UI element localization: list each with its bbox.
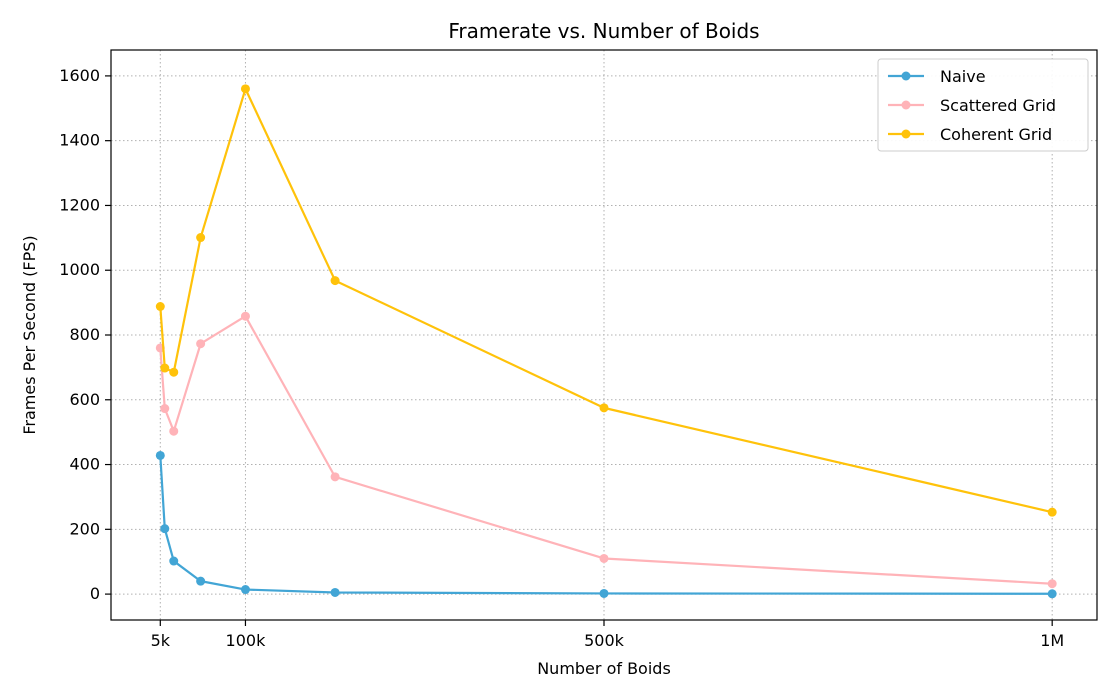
y-tick-label: 1200 [59, 195, 100, 214]
data-point [240, 585, 250, 595]
axis-ticks: 5k 100k 500k 1M 0 200 400 600 800 1000 1200 1400 160… [59, 66, 1064, 650]
data-point [155, 302, 165, 311]
y-tick-label: 1600 [59, 66, 100, 85]
x-tick-label: 5k [151, 631, 171, 650]
series-coherent-grid [155, 84, 1057, 517]
data-point [1047, 589, 1057, 599]
data-point [599, 403, 609, 413]
legend-label: Naive [940, 67, 986, 86]
chart-title: Framerate vs. Number of Boids [448, 19, 759, 43]
y-tick-label: 0 [90, 584, 100, 603]
series-line [159, 454, 1054, 595]
y-tick-label: 600 [69, 390, 100, 409]
x-tick-label: 500k [584, 631, 625, 650]
data-point [196, 233, 206, 243]
data-point [160, 404, 170, 414]
x-axis-label: Number of Boids [537, 659, 671, 678]
x-tick-label: 1M [1040, 631, 1064, 650]
legend-box [877, 58, 1089, 152]
data-point [599, 588, 609, 598]
data-point [196, 339, 206, 349]
data-point [169, 426, 179, 436]
x-tick-label: 100k [226, 631, 267, 650]
data-point [330, 472, 340, 482]
legend-marker [901, 129, 911, 139]
legend-label: Scattered Grid [940, 96, 1056, 115]
data-point [240, 84, 250, 94]
data-point [155, 450, 165, 460]
data-point [169, 556, 179, 566]
grid [111, 50, 1097, 620]
legend-marker [901, 71, 911, 81]
data-point [330, 276, 340, 286]
y-tick-label: 1400 [59, 131, 100, 150]
data-point [160, 363, 170, 373]
series-naive [155, 450, 1057, 599]
legend-label: Coherent Grid [940, 125, 1052, 144]
y-axis-label: Frames Per Second (FPS) [20, 235, 39, 434]
data-point [196, 576, 206, 586]
series-lines [155, 84, 1057, 599]
y-tick-label: 800 [69, 325, 100, 344]
legend: Naive Scattered Grid Coherent Grid [877, 58, 1089, 152]
data-point [1047, 579, 1057, 589]
y-tick-label: 200 [69, 519, 100, 538]
data-point [169, 367, 179, 377]
data-point [160, 524, 170, 534]
data-point [1047, 507, 1057, 517]
data-point [599, 553, 609, 563]
legend-marker [901, 100, 911, 110]
data-point [330, 587, 340, 597]
y-tick-label: 1000 [59, 260, 100, 279]
y-tick-label: 400 [69, 455, 100, 474]
data-point [240, 311, 250, 321]
